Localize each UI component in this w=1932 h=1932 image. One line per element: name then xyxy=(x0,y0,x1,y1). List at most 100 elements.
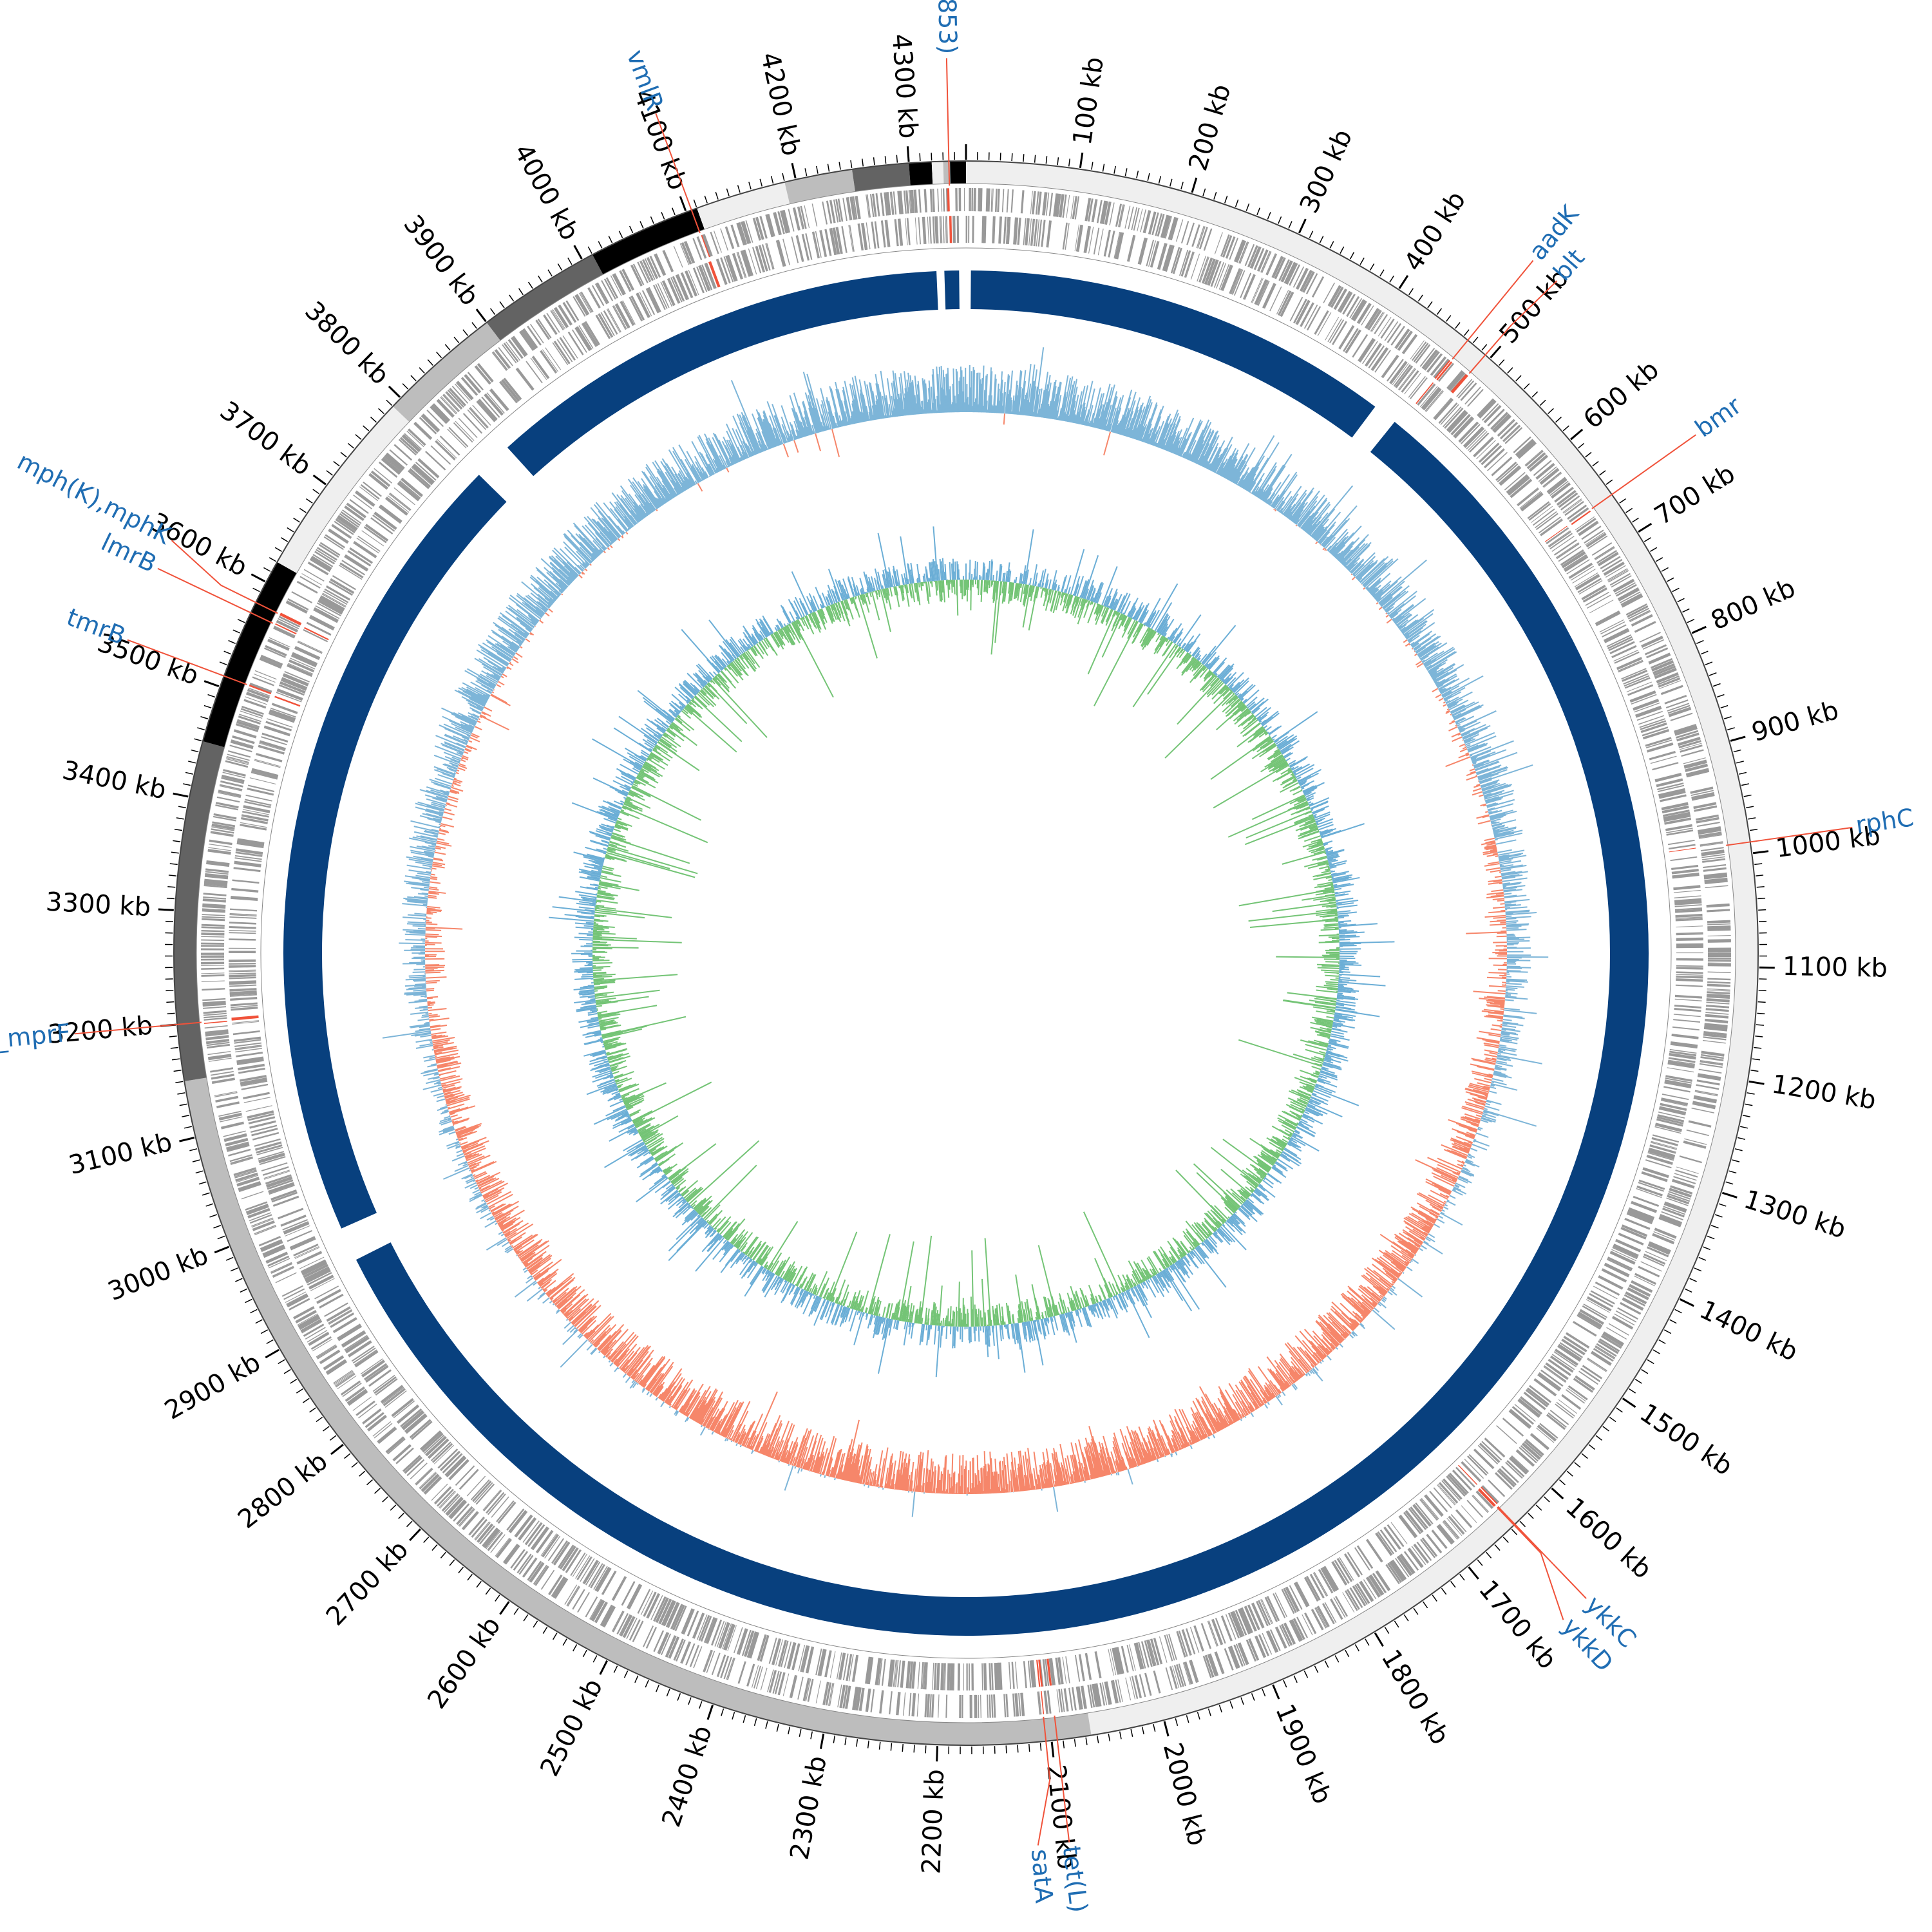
gene-feature xyxy=(1116,232,1124,260)
gene-feature xyxy=(647,287,661,313)
gene-feature xyxy=(1151,212,1159,236)
gene-feature xyxy=(381,459,400,475)
gene-feature xyxy=(1062,194,1067,218)
gene-feature xyxy=(1003,216,1007,244)
gene-feature xyxy=(1607,1256,1633,1270)
gene-feature xyxy=(898,218,904,246)
gene-feature xyxy=(1446,410,1467,432)
gene-feature xyxy=(330,1312,355,1329)
gene-feature xyxy=(1629,611,1651,623)
gene-feature xyxy=(241,705,264,715)
minor-tick xyxy=(326,470,333,476)
gene-feature xyxy=(1476,440,1496,460)
gene-feature xyxy=(516,1553,532,1574)
gene-feature xyxy=(669,1636,680,1659)
gene-feature xyxy=(432,403,450,422)
gene-feature xyxy=(1556,1401,1576,1417)
gene-feature xyxy=(1117,204,1124,227)
gc-content-bar xyxy=(1182,451,1186,459)
gene-feature xyxy=(229,969,256,971)
gene-feature xyxy=(1613,1244,1639,1258)
gc-content-bar xyxy=(1150,433,1156,446)
gene-feature xyxy=(765,243,774,270)
gc-content-bar xyxy=(1202,435,1220,468)
gene-feature xyxy=(1438,402,1458,424)
gene-feature xyxy=(267,1255,290,1267)
gene-feature xyxy=(431,1483,448,1501)
gene-feature xyxy=(1544,1365,1567,1383)
gene-feature xyxy=(1352,300,1367,321)
gene-feature xyxy=(558,304,573,325)
gene-feature xyxy=(1660,1214,1683,1224)
minor-tick xyxy=(672,207,676,216)
gene-feature xyxy=(603,310,618,335)
gc-content-bar xyxy=(1291,502,1305,522)
gc-content-bar xyxy=(1163,413,1179,450)
gene-feature xyxy=(1522,1442,1541,1459)
gene-feature xyxy=(362,1408,382,1425)
gene-feature xyxy=(748,248,757,275)
gc-content-bar xyxy=(1412,1258,1419,1264)
gene-feature xyxy=(1224,1648,1234,1671)
minor-tick xyxy=(1096,1735,1099,1744)
gene-feature xyxy=(1035,191,1039,215)
gc-content-bar xyxy=(1269,501,1273,506)
gene-feature xyxy=(1525,450,1544,467)
gene-feature xyxy=(1315,1607,1328,1628)
minor-tick xyxy=(1288,221,1293,229)
major-tick xyxy=(1163,1721,1170,1737)
gene-feature xyxy=(755,1666,763,1689)
gene-feature xyxy=(1559,1341,1584,1358)
gene-feature xyxy=(1164,1634,1173,1662)
gc-content-bar xyxy=(1184,422,1201,459)
gene-feature xyxy=(1683,757,1706,764)
gene-feature xyxy=(229,916,257,919)
gene-feature xyxy=(205,871,229,875)
gene-feature xyxy=(600,1604,613,1626)
gene-feature xyxy=(1508,1457,1528,1475)
gene-feature xyxy=(732,252,743,279)
gene-feature xyxy=(748,1631,758,1658)
gene-feature xyxy=(406,1459,425,1477)
gc-content-bar xyxy=(1488,1090,1497,1094)
gene-feature xyxy=(201,964,225,966)
gene-feature xyxy=(1504,427,1523,444)
gene-feature xyxy=(1495,1472,1513,1490)
gene-feature xyxy=(1131,207,1138,231)
gene-feature xyxy=(1639,718,1665,728)
gene-feature xyxy=(723,1656,732,1680)
gene-feature xyxy=(598,314,612,338)
gene-feature xyxy=(1430,356,1446,375)
gene-feature xyxy=(1043,192,1048,216)
gene-feature xyxy=(1434,398,1453,420)
gene-feature xyxy=(1652,1134,1680,1143)
gene-feature xyxy=(202,988,225,991)
gene-ring-outline xyxy=(260,247,1672,1659)
gene-feature xyxy=(543,314,558,336)
gc-content-bar xyxy=(1186,440,1197,460)
gene-feature xyxy=(1517,1399,1540,1418)
gene-feature xyxy=(1415,344,1431,364)
gene-feature xyxy=(1696,817,1719,823)
gc-content-bar xyxy=(1244,466,1260,490)
gene-feature xyxy=(230,1156,253,1164)
gene-feature xyxy=(1602,1334,1623,1347)
minor-tick xyxy=(1609,1416,1616,1423)
gc-content-bar xyxy=(1072,394,1079,423)
gene-feature xyxy=(1231,269,1244,295)
gene-feature xyxy=(285,1291,307,1303)
gene-feature xyxy=(220,1116,243,1122)
minor-tick xyxy=(1698,1256,1707,1261)
gc-content-bar xyxy=(1495,893,1504,895)
gene-feature xyxy=(233,867,261,873)
gc-content-bar xyxy=(1169,444,1174,453)
gene-feature xyxy=(1676,965,1703,967)
gene-feature xyxy=(1664,1081,1692,1088)
gene-feature xyxy=(1573,1378,1594,1393)
gene-feature xyxy=(1105,202,1112,225)
gc-content-bar xyxy=(1235,464,1247,485)
gene-feature xyxy=(1433,1487,1452,1509)
gene-feature xyxy=(1562,1338,1586,1354)
gene-feature xyxy=(1684,761,1707,769)
gene-feature xyxy=(945,1694,948,1718)
